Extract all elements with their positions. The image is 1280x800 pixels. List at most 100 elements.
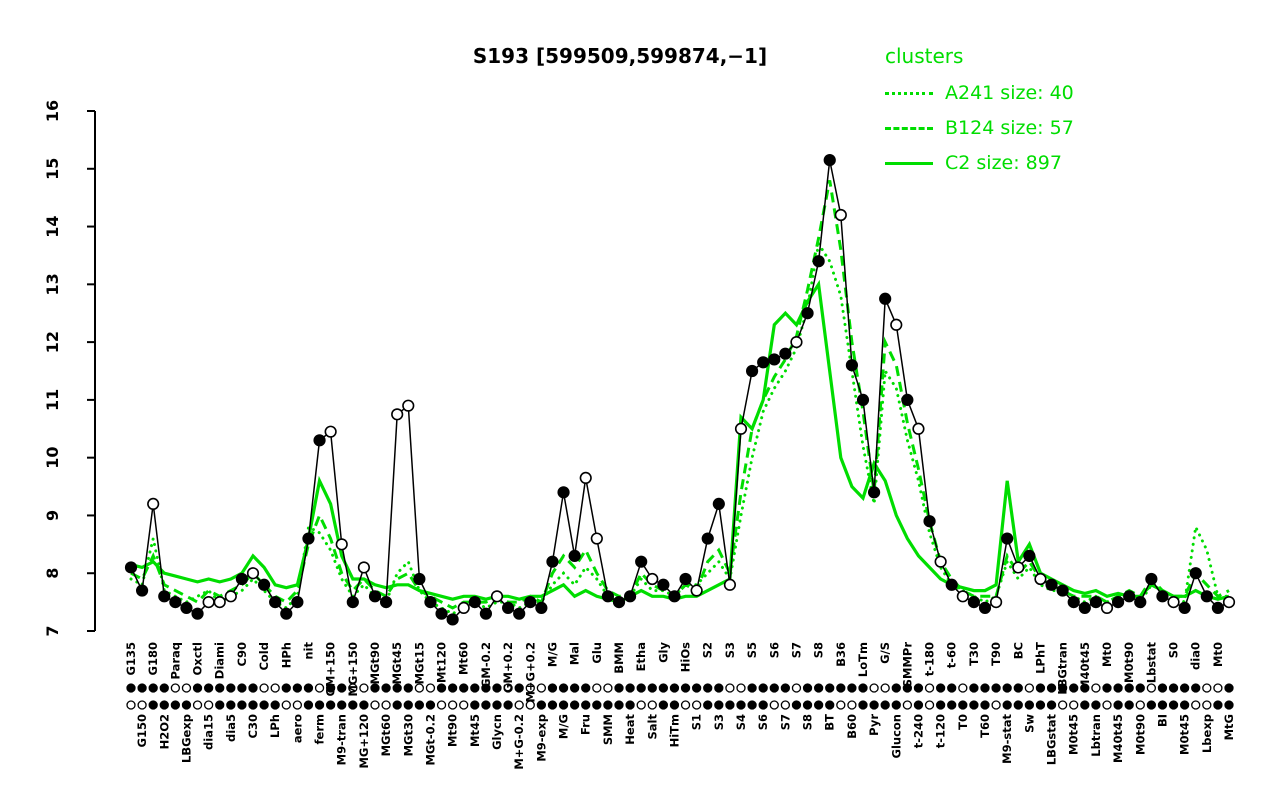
rug-circle: [470, 700, 480, 710]
rug-circle: [769, 700, 779, 710]
x-tick-label: S6: [767, 642, 781, 658]
y-tick-label: 15: [43, 158, 62, 180]
rug-circle: [159, 700, 169, 710]
data-point-filled: [768, 353, 781, 366]
rug-circle: [880, 683, 890, 693]
x-tick-label: BI: [1155, 714, 1169, 727]
x-tick-label: GM+150: [324, 642, 338, 697]
rug-circle: [703, 700, 713, 710]
data-point-filled: [635, 555, 648, 568]
x-tick-label: Pyr: [867, 714, 881, 736]
rug-circle: [935, 700, 946, 710]
data-point-open: [579, 471, 592, 484]
legend-dotted-line-icon: [885, 91, 933, 95]
data-point-filled: [169, 596, 182, 609]
rug-circle: [514, 700, 524, 710]
rug-circle: [714, 683, 724, 693]
rug-circle: [547, 683, 558, 693]
x-tick-label: Mt0: [1211, 642, 1225, 667]
data-point-filled: [967, 596, 981, 609]
data-point-open: [934, 555, 947, 568]
data-point-filled: [879, 292, 892, 305]
rug-circle: [669, 683, 680, 693]
rug-circle: [725, 700, 735, 710]
rug-circle: [769, 683, 779, 693]
data-point-open: [734, 422, 748, 435]
rug-circle: [425, 700, 436, 710]
rug-circle: [1002, 683, 1012, 693]
x-tick-label: Mt120: [435, 642, 449, 683]
data-point-open: [335, 538, 348, 551]
rug-row-2: [126, 700, 1234, 710]
rug-circle: [691, 683, 702, 693]
rug-circle: [403, 683, 413, 693]
rug-circle: [791, 683, 802, 693]
rug-circle: [1091, 683, 1101, 693]
series-a241: [129, 239, 1231, 616]
data-point-open: [357, 561, 371, 574]
data-point-open: [912, 422, 925, 435]
data-point-filled: [745, 364, 759, 378]
x-tick-label: MGt45: [390, 642, 404, 684]
rug-circle: [891, 700, 901, 710]
rug-circle: [503, 683, 513, 693]
x-tick-label: M0t90: [1133, 714, 1147, 755]
y-tick-label: 16: [43, 100, 62, 122]
legend-entry-label: C2 size: 897: [945, 152, 1062, 174]
rug-circle: [536, 700, 547, 710]
x-axis-labels: G135 G150 G180 H2O2 Paraq LBGexp Oxctl dia15 Dia…: [124, 642, 1236, 770]
data-point-open: [989, 596, 1003, 609]
rug-circle: [137, 700, 147, 710]
rug-circle: [991, 683, 1001, 693]
rug-circle: [625, 700, 635, 710]
rug-circle: [625, 683, 635, 693]
rug-circle: [447, 700, 458, 710]
data-point-filled: [1178, 601, 1191, 614]
data-point-filled: [568, 549, 581, 562]
rug-circle: [348, 683, 358, 693]
x-tick-label: S2: [701, 642, 715, 658]
rug-circle: [569, 700, 580, 710]
rug-circle: [1168, 700, 1179, 710]
rug-circle: [425, 683, 436, 693]
rug-circle: [203, 683, 214, 693]
data-point-filled: [668, 590, 681, 603]
rug-circle: [215, 683, 225, 693]
rug-circle: [248, 683, 258, 693]
x-tick-label: MGt60: [379, 714, 393, 756]
data-point-filled: [1134, 596, 1147, 609]
x-tick-label: MG+120: [357, 714, 371, 769]
rug-circle: [869, 700, 879, 710]
data-point-filled: [1045, 578, 1058, 591]
rug-circle: [170, 700, 181, 710]
rug-circle: [836, 700, 846, 710]
data-point-filled: [1056, 584, 1069, 597]
x-tick-label: HPh: [279, 642, 293, 668]
rug-circle: [813, 683, 824, 693]
rug-circle: [714, 700, 724, 710]
data-point-filled: [158, 590, 171, 603]
x-tick-label: M0t45: [1067, 714, 1081, 755]
x-tick-label: MGt-0.2: [423, 714, 437, 766]
rug-circle: [980, 683, 990, 693]
data-point-open: [1167, 596, 1180, 609]
rug-circle: [447, 683, 458, 693]
data-point-filled: [1001, 532, 1014, 545]
rug-circle: [847, 700, 857, 710]
rug-circle: [337, 683, 347, 693]
data-point-filled: [779, 347, 792, 360]
rug-circle: [825, 700, 835, 710]
rug-circle: [802, 700, 813, 710]
data-point-filled: [978, 601, 992, 614]
rug-circle: [270, 700, 280, 710]
rug-circle: [947, 683, 957, 693]
x-tick-label: Glu: [590, 642, 604, 664]
legend-entry-label: A241 size: 40: [945, 82, 1074, 104]
series-line: [130, 159, 1230, 621]
x-tick-label: t-240: [911, 714, 925, 748]
data-point-filled: [1189, 567, 1202, 580]
x-tick-label: HiOs: [679, 642, 693, 672]
x-tick-label: LBGtran: [1056, 642, 1070, 695]
rug-circle: [603, 700, 613, 710]
